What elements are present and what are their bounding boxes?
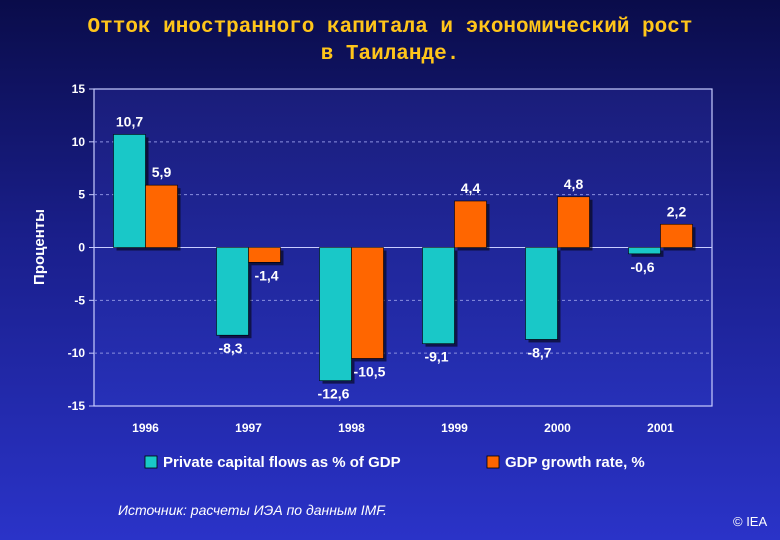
y-tick-label: -5 xyxy=(74,293,85,307)
y-tick-label: -15 xyxy=(68,399,86,413)
legend-label-series-2: GDP growth rate, % xyxy=(505,454,645,471)
bar-series-1-1999 xyxy=(422,247,455,344)
data-label-series-2-1996: 5,9 xyxy=(152,164,172,180)
x-tick-label: 2000 xyxy=(544,421,571,435)
bar-series-2-1998 xyxy=(351,247,384,359)
chart-title: Отток иностранного капитала и экономичес… xyxy=(0,14,780,68)
bar-series-1-2001 xyxy=(628,247,661,255)
bar-series-2-2000 xyxy=(557,196,590,248)
bar-series-1-2000 xyxy=(525,247,558,340)
bars: 10,7 5,9 -8,3 -1,4 -12,6-10,5 -9,1 4,4 -8,7 4,8 -… xyxy=(113,113,696,402)
data-label-series-2-2000: 4,8 xyxy=(564,176,584,192)
x-tick-label: 1996 xyxy=(132,421,159,435)
legend: Private capital flows as % of GDP GDP gr… xyxy=(144,454,645,471)
bar-series-1-1996 xyxy=(113,134,146,248)
gridlines xyxy=(94,141,712,354)
chart-title-line-2: в Таиланде. xyxy=(320,43,460,66)
data-label-series-1-1996: 10,7 xyxy=(116,113,143,129)
x-tick-label: 1998 xyxy=(338,421,365,435)
data-label-series-2-1999: 4,4 xyxy=(461,180,481,196)
legend-swatch-series-1 xyxy=(144,455,158,469)
bar-series-1-1997 xyxy=(216,247,249,336)
bar-series-1-1998 xyxy=(319,247,352,381)
bar-series-2-1999 xyxy=(454,200,487,248)
legend-label-series-1: Private capital flows as % of GDP xyxy=(163,454,401,471)
data-label-series-1-1998: -12,6 xyxy=(318,386,350,402)
data-label-series-2-1998: -10,5 xyxy=(354,363,386,379)
x-tick-label: 1999 xyxy=(441,421,468,435)
y-tick-label: 10 xyxy=(72,135,86,149)
x-axis: 1996 1997 1998 1999 2000 2001 xyxy=(132,421,674,435)
data-label-series-1-2000: -8,7 xyxy=(527,344,551,360)
y-axis-label: Проценты xyxy=(31,209,48,285)
legend-swatch-series-2 xyxy=(486,455,500,469)
y-tick-label: -10 xyxy=(68,346,86,360)
y-tick-label: 15 xyxy=(72,82,86,96)
y-tick-label: 0 xyxy=(78,241,85,255)
data-label-series-2-1997: -1,4 xyxy=(254,267,278,283)
data-label-series-1-2001: -0,6 xyxy=(630,259,654,275)
copyright: © IEA xyxy=(733,514,768,529)
data-label-series-2-2001: 2,2 xyxy=(667,203,687,219)
chart-title-line-1: Отток иностранного капитала и экономичес… xyxy=(87,16,693,39)
bar-series-2-1997 xyxy=(248,247,281,263)
data-label-series-1-1997: -8,3 xyxy=(218,340,242,356)
bar-series-2-2001 xyxy=(660,223,693,248)
x-tick-label: 2001 xyxy=(647,421,674,435)
bar-series-2-1996 xyxy=(145,184,178,248)
source-note: Источник: расчеты ИЭА по данным IMF. xyxy=(118,502,387,518)
data-label-series-1-1999: -9,1 xyxy=(424,349,448,365)
x-tick-label: 1997 xyxy=(235,421,262,435)
y-tick-label: 5 xyxy=(78,188,85,202)
y-axis: 15 10 5 0 -5 -10 -15 xyxy=(68,82,94,413)
